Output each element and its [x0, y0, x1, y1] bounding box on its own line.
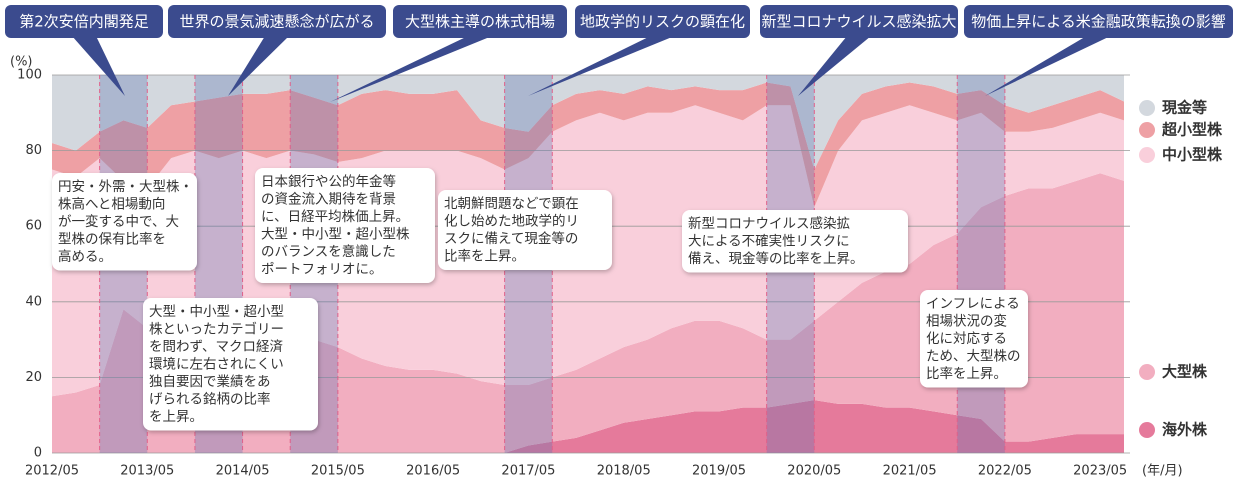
event-pointer [228, 36, 289, 96]
x-tick-label: 2016/05 [406, 464, 460, 479]
note-text: の資金流入期待を背景 [261, 192, 396, 208]
event-box [760, 5, 958, 38]
note-box [438, 190, 612, 270]
note-text: 円安・外需・大型株・ [58, 179, 193, 195]
y-axis-label: (%) [10, 55, 33, 70]
event-box [964, 5, 1233, 38]
legend-swatch [1139, 122, 1155, 138]
event-box [5, 5, 163, 38]
x-tick-label: 2012/05 [25, 464, 79, 479]
legend-label: 中小型株 [1162, 146, 1223, 164]
x-tick-label: 2013/05 [120, 464, 174, 479]
x-tick-label: 2022/05 [978, 464, 1032, 479]
note-text: 備え、現金等の比率を上昇。 [688, 250, 864, 267]
note-text: を問わず、マクロ経済 [149, 339, 284, 355]
y-tick-label: 40 [25, 294, 42, 309]
note-text: 高める。 [58, 248, 112, 265]
note-text: 相場状況の変 [926, 313, 1007, 330]
note-text: げられる銘柄の比率 [149, 391, 271, 408]
x-tick-label: 2020/05 [787, 464, 841, 479]
x-tick-label: 2018/05 [597, 464, 651, 479]
note-text: 比率を上昇。 [926, 365, 1007, 382]
event-pointer [330, 36, 492, 102]
legend-label: 現金等 [1162, 99, 1207, 117]
event-label: 世界の景気減速懸念が広がる [179, 13, 374, 31]
note-text: のバランスを意識した [261, 243, 396, 260]
legend-swatch [1139, 147, 1155, 163]
area [52, 400, 1124, 453]
y-tick-label: 80 [25, 143, 42, 158]
area [52, 82, 1124, 208]
event-pointer [72, 36, 125, 96]
legend-label: 海外株 [1162, 421, 1208, 439]
note-box [52, 173, 197, 271]
note-text: ため、大型株の [926, 349, 1021, 365]
note-text: インフレによる [926, 296, 1020, 312]
note-text: 株といったカテゴリー [149, 321, 284, 338]
note-text: ポートフォリオに。 [261, 262, 383, 278]
note-text: 株高へと相場動向 [58, 196, 165, 213]
note-text: が一変する中で、大 [58, 213, 179, 230]
event-band [957, 75, 1005, 453]
note-text: 日本銀行や公的年金等 [261, 173, 396, 190]
note-text: 比率を上昇。 [444, 248, 525, 265]
note-text: 型株の保有比率を [58, 231, 166, 248]
legend-label: 大型株 [1162, 363, 1208, 381]
area [52, 173, 1124, 453]
x-axis-label: (年/月) [1142, 464, 1183, 479]
y-tick-label: 20 [25, 370, 42, 385]
x-tick-label: 2021/05 [883, 464, 937, 479]
note-box [255, 168, 435, 283]
note-text: を上昇。 [149, 409, 203, 425]
event-box [168, 5, 386, 38]
event-pointer [985, 36, 1111, 96]
y-tick-label: 100 [17, 68, 42, 83]
note-text: 環境に左右されにくい [149, 357, 284, 373]
y-tick-label: 60 [25, 219, 42, 234]
legend-swatch [1139, 364, 1155, 380]
event-pointer [798, 36, 871, 96]
note-box [682, 210, 908, 273]
note-text: スクに備えて現金等の [444, 230, 578, 247]
x-tick-label: 2015/05 [311, 464, 365, 479]
event-box [393, 5, 567, 38]
event-box [575, 5, 750, 38]
legend-label: 超小型株 [1161, 121, 1223, 139]
x-tick-label: 2023/05 [1073, 464, 1127, 479]
legend-swatch [1139, 422, 1155, 438]
note-text: 新型コロナウイルス感染拡 [688, 215, 850, 232]
x-tick-label: 2019/05 [692, 464, 746, 479]
legend-swatch [1139, 100, 1155, 116]
note-text: 大型・中小型・超小型株 [261, 227, 410, 243]
note-text: 大型・中小型・超小型 [149, 304, 284, 320]
note-text: に、日経平均株価上昇。 [261, 209, 409, 225]
note-box [143, 298, 318, 431]
note-text: 化に対応する [926, 331, 1007, 347]
note-text: 大による不確実性リスクに [688, 234, 850, 250]
event-label: 大型株主導の株式相場 [405, 13, 555, 31]
event-label: 新型コロナウイルス感染拡大 [761, 13, 956, 31]
event-label: 第2次安倍内閣発足 [19, 13, 149, 31]
note-text: 独自要因で業績をあ [149, 374, 271, 390]
note-text: 化し始めた地政学的リ [444, 214, 579, 230]
x-tick-label: 2017/05 [501, 464, 555, 479]
event-label: 地政学的リスクの顕在化 [580, 13, 745, 31]
note-text: 北朝鮮問題などで顕在 [444, 196, 579, 212]
y-tick-label: 0 [34, 446, 42, 461]
note-box [920, 290, 1028, 388]
event-pointer [528, 36, 675, 96]
event-label: 物価上昇による米金融政策転換の影響 [971, 13, 1226, 31]
area [52, 75, 1124, 170]
x-tick-label: 2014/05 [216, 464, 270, 479]
